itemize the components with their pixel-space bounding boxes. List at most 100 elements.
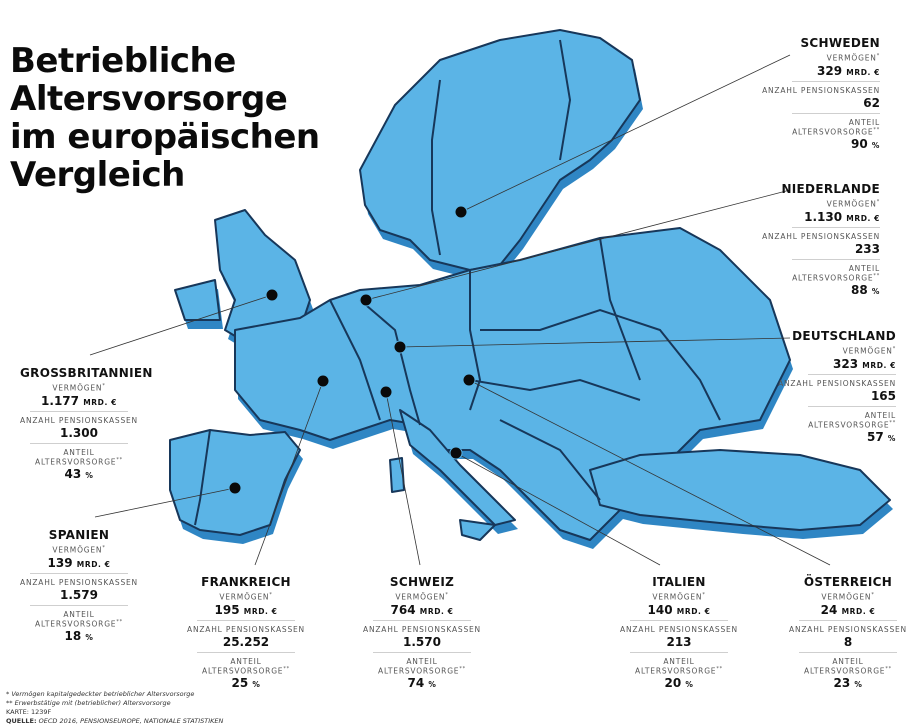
- footnote-karte: KARTE: 1239F: [6, 708, 52, 716]
- info-deutschland: DEUTSCHLAND VERMÖGEN* 323 MRD. € ANZAHL PEN…: [778, 329, 896, 446]
- quelle-text: OECD 2016, PENSIONSEUROPE, NATIONALE STA…: [36, 717, 224, 725]
- divider: [630, 619, 728, 621]
- country-name: SCHWEDEN: [800, 36, 880, 50]
- pensionskassen-label: ANZAHL PENSIONSKASSEN: [20, 577, 138, 587]
- country-name: ÖSTERREICH: [803, 575, 893, 589]
- divider: [373, 651, 471, 653]
- divider: [30, 410, 128, 412]
- anteil-label: ANTEIL ALTERSVORSORGE**: [792, 117, 880, 137]
- pensionskassen-label: ANZAHL PENSIONSKASSEN: [620, 624, 738, 634]
- divider: [30, 604, 128, 606]
- sardinia: [389, 457, 405, 493]
- anteil-label: ANTEIL ALTERSVORSORGE**: [804, 656, 892, 676]
- turkey: [589, 449, 891, 531]
- vermoegen-label: VERMÖGEN*: [826, 199, 880, 209]
- dot-schweiz: [379, 385, 393, 399]
- anteil-value: 25 %: [231, 676, 261, 690]
- vermoegen-label: VERMÖGEN*: [219, 592, 273, 602]
- anteil-value: 74 %: [407, 676, 437, 690]
- vermoegen-value: 140 MRD. €: [647, 602, 711, 617]
- pensionskassen-label: ANZAHL PENSIONSKASSEN: [187, 624, 305, 634]
- anteil-value: 43 %: [64, 467, 94, 481]
- country-name: SCHWEIZ: [389, 575, 455, 589]
- divider: [808, 405, 896, 407]
- divider: [373, 619, 471, 621]
- pensionskassen-label: ANZAHL PENSIONSKASSEN: [762, 85, 880, 95]
- anteil-value: 23 %: [833, 676, 863, 690]
- country-name: SPANIEN: [48, 528, 110, 542]
- pensionskassen-value: 165: [870, 388, 896, 403]
- pensionskassen-label: ANZAHL PENSIONSKASSEN: [363, 624, 481, 634]
- anteil-label: ANTEIL ALTERSVORSORGE**: [35, 447, 123, 467]
- dot-italien: [449, 446, 463, 460]
- dot-schweden: [454, 205, 468, 219]
- info-italien: ITALIEN VERMÖGEN* 140 MRD. € ANZAHL PENSION…: [620, 575, 738, 692]
- land-top: [169, 29, 891, 541]
- info-grossbritannien: GROSSBRITANNIEN VERMÖGEN* 1.177 MRD. € ANZA…: [20, 366, 153, 483]
- anteil-label: ANTEIL ALTERSVORSORGE**: [202, 656, 290, 676]
- anteil-label: ANTEIL ALTERSVORSORGE**: [808, 410, 896, 430]
- dot-grossbritannien: [265, 288, 279, 302]
- dot-deutschland: [393, 340, 407, 354]
- divider: [808, 373, 896, 375]
- sicily: [459, 519, 496, 541]
- info-niederlande: NIEDERLANDE VERMÖGEN* 1.130 MRD. € ANZAHL P…: [762, 182, 880, 299]
- dot-niederlande: [359, 293, 373, 307]
- info-schweiz: SCHWEIZ VERMÖGEN* 764 MRD. € ANZAHL PENSION…: [363, 575, 481, 692]
- anteil-label: ANTEIL ALTERSVORSORGE**: [35, 609, 123, 629]
- pensionskassen-label: ANZAHL PENSIONSKASSEN: [789, 624, 907, 634]
- vermoegen-value: 24 MRD. €: [820, 602, 876, 617]
- vermoegen-value: 764 MRD. €: [390, 602, 454, 617]
- info-frankreich: FRANKREICH VERMÖGEN* 195 MRD. € ANZAHL PENS…: [187, 575, 305, 692]
- footnote-quelle: QUELLE: OECD 2016, PENSIONSEUROPE, NATIO…: [6, 717, 223, 725]
- country-name: DEUTSCHLAND: [792, 329, 896, 343]
- vermoegen-label: VERMÖGEN*: [652, 592, 706, 602]
- italy: [399, 409, 516, 526]
- anteil-value: 88 %: [850, 283, 880, 297]
- divider: [197, 651, 295, 653]
- quelle-label: QUELLE:: [6, 717, 37, 725]
- pensionskassen-value: 213: [666, 634, 692, 649]
- divider: [30, 442, 128, 444]
- pensionskassen-label: ANZAHL PENSIONSKASSEN: [762, 231, 880, 241]
- title-line-3: im europäischen: [10, 117, 320, 157]
- country-borders: [194, 39, 721, 526]
- divider: [792, 112, 880, 114]
- divider: [799, 619, 897, 621]
- pensionskassen-value: 1.579: [60, 587, 98, 602]
- divider: [792, 226, 880, 228]
- title-line-1: Betriebliche: [10, 41, 236, 81]
- vermoegen-label: VERMÖGEN*: [826, 53, 880, 63]
- ireland: [174, 279, 221, 321]
- pensionskassen-value: 1.570: [403, 634, 441, 649]
- footnote-1: * Vermögen kapitalgedeckter betriebliche…: [6, 690, 195, 698]
- pensionskassen-label: ANZAHL PENSIONSKASSEN: [20, 415, 138, 425]
- pensionskassen-label: ANZAHL PENSIONSKASSEN: [778, 378, 896, 388]
- vermoegen-value: 1.177 MRD. €: [41, 393, 117, 408]
- anteil-value: 18 %: [64, 629, 94, 643]
- vermoegen-value: 323 MRD. €: [833, 356, 896, 371]
- vermoegen-label: VERMÖGEN*: [842, 346, 896, 356]
- map-title: Betriebliche Altersvorsorge im europäisc…: [10, 42, 320, 194]
- dot-frankreich: [316, 374, 330, 388]
- scandinavia: [359, 29, 641, 271]
- anteil-value: 20 %: [664, 676, 694, 690]
- pensionskassen-value: 62: [863, 95, 880, 110]
- divider: [792, 258, 880, 260]
- divider: [630, 651, 728, 653]
- country-name: GROSSBRITANNIEN: [20, 366, 153, 380]
- pensionskassen-value: 233: [854, 241, 880, 256]
- country-name: NIEDERLANDE: [781, 182, 880, 196]
- divider: [197, 619, 295, 621]
- pensionskassen-value: 8: [843, 634, 853, 649]
- dot-spanien: [228, 481, 242, 495]
- anteil-value: 90 %: [850, 137, 880, 151]
- vermoegen-label: VERMÖGEN*: [52, 545, 106, 555]
- divider: [799, 651, 897, 653]
- anteil-label: ANTEIL ALTERSVORSORGE**: [378, 656, 466, 676]
- vermoegen-label: VERMÖGEN*: [52, 383, 106, 393]
- info-schweden: SCHWEDEN VERMÖGEN* 329 MRD. € ANZAHL PENSIO…: [762, 36, 880, 153]
- anteil-label: ANTEIL ALTERSVORSORGE**: [792, 263, 880, 283]
- vermoegen-value: 1.130 MRD. €: [804, 209, 880, 224]
